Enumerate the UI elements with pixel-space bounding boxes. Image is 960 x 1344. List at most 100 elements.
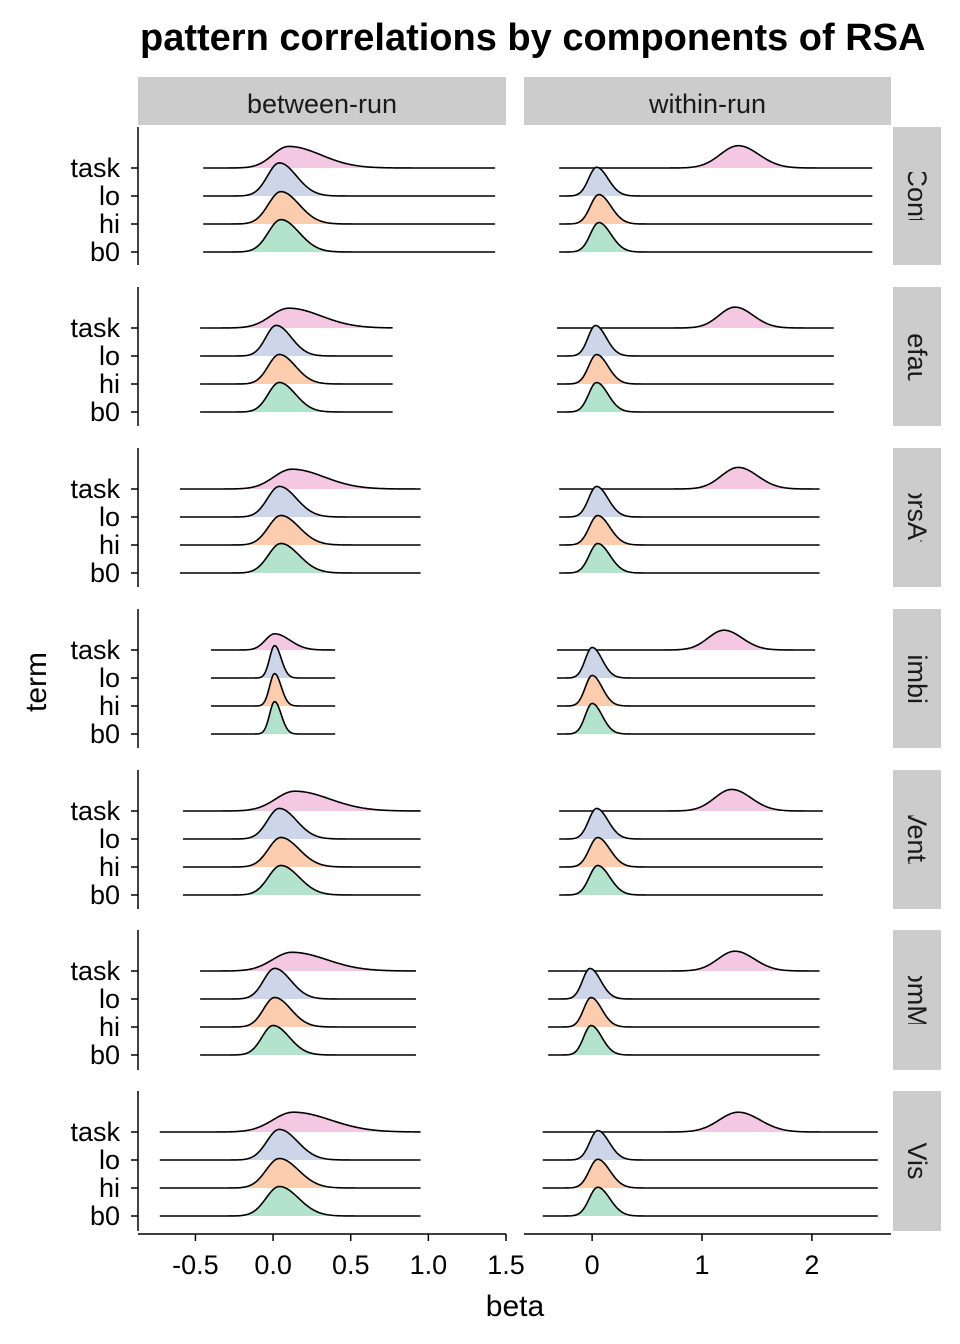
density-ridge-hi <box>210 672 336 707</box>
y-tick-label: hi <box>99 369 120 399</box>
density-ridge-task <box>210 633 336 651</box>
facet-panel-Limbic-within-run <box>556 629 816 735</box>
row-strip-background <box>893 770 941 909</box>
x-tick-label: 2 <box>804 1250 819 1280</box>
density-ridge-hi <box>183 836 421 868</box>
density-fill-b0 <box>574 222 634 252</box>
y-tick-label: b0 <box>90 1040 120 1070</box>
density-fill-hi <box>573 515 633 545</box>
y-tick-label: b0 <box>90 719 120 749</box>
density-fill-b0 <box>241 1025 319 1055</box>
y-tick-label: hi <box>99 530 120 560</box>
density-ridge-hi <box>200 353 393 385</box>
density-ridge-lo <box>159 1128 421 1161</box>
density-fill-b0 <box>574 382 630 412</box>
density-fill-hi <box>570 997 622 1027</box>
density-ridge-b0 <box>200 1024 416 1056</box>
density-ridge-hi <box>556 353 834 385</box>
row-strip-DorsAttn: DorsAttn <box>893 448 941 587</box>
density-ridge-b0 <box>159 1185 421 1217</box>
density-ridge-task <box>556 306 834 329</box>
density-ridge-hi <box>559 836 823 868</box>
density-fill-task <box>242 791 391 811</box>
density-ridge-lo <box>556 646 816 679</box>
density-ridge-lo <box>542 1129 878 1161</box>
y-tick-label: task <box>70 1117 120 1147</box>
density-fill-hi <box>245 837 333 867</box>
density-ridge-lo <box>183 807 421 840</box>
density-fill-task <box>688 145 795 168</box>
density-ridge-lo <box>200 967 416 1000</box>
y-tick-label: b0 <box>90 880 120 910</box>
y-tick-label: task <box>70 153 120 183</box>
x-tick-label: 1 <box>694 1250 709 1280</box>
y-tick-label: b0 <box>90 1201 120 1231</box>
row-strip-SomMot: SomMot <box>893 930 941 1070</box>
density-ridge-hi <box>542 1158 878 1189</box>
density-fill-task <box>687 1112 799 1132</box>
density-fill-hi <box>574 354 630 384</box>
y-tick-label: hi <box>99 852 120 882</box>
row-strip-SalVentAttn: SalVentAttn <box>893 770 941 909</box>
density-ridge-lo <box>203 162 496 197</box>
density-fill-hi <box>243 997 322 1027</box>
density-fill-hi <box>244 515 334 545</box>
density-ridge-lo <box>559 166 873 197</box>
y-tick-label: lo <box>99 181 120 211</box>
density-ridge-task <box>203 145 496 169</box>
y-tick-label: lo <box>99 824 120 854</box>
x-tick-label: 0.5 <box>332 1250 370 1280</box>
y-tick-label: task <box>70 635 120 665</box>
y-tick-label: hi <box>99 691 120 721</box>
column-strip-label: between-run <box>247 89 397 119</box>
density-fill-hi <box>574 1159 633 1188</box>
density-ridge-task <box>200 307 393 329</box>
density-fill-lo <box>243 968 322 999</box>
facet-panel-Cont-between-run <box>203 145 496 253</box>
density-ridge-hi <box>159 1157 421 1189</box>
facet-panel-SalVentAttn-between-run <box>183 790 421 896</box>
density-fill-hi <box>574 837 632 867</box>
y-tick-label: b0 <box>90 397 120 427</box>
row-strip-background <box>893 1091 941 1231</box>
density-fill-b0 <box>245 865 333 895</box>
row-strip-label: DorsAttn <box>902 465 932 570</box>
density-ridge-task <box>183 790 421 812</box>
density-ridge-hi <box>203 190 496 225</box>
density-ridge-b0 <box>542 1186 878 1217</box>
density-ridge-b0 <box>559 221 873 253</box>
density-fill-task <box>688 951 788 971</box>
density-fill-task <box>691 307 786 328</box>
row-strip-label: Vis <box>902 1142 932 1179</box>
density-ridge-b0 <box>200 381 393 413</box>
density-fill-b0 <box>244 543 334 573</box>
x-tick-label: 0 <box>585 1250 600 1280</box>
density-ridge-lo <box>200 324 393 357</box>
density-ridge-hi <box>179 514 421 546</box>
y-tick-label: b0 <box>90 237 120 267</box>
density-ridge-task <box>559 144 873 169</box>
row-strip-Limbic: Limbic <box>893 609 941 748</box>
chart-layer: between-run within-run Cont Default DorsAttn… <box>70 77 941 1280</box>
density-fill-lo <box>245 808 329 839</box>
density-ridge-b0 <box>183 864 421 896</box>
density-ridge-task <box>559 788 823 812</box>
x-tick-label: 1.5 <box>487 1250 525 1280</box>
row-strip-label: SomMot <box>902 950 932 1051</box>
y-tick-label: lo <box>99 341 120 371</box>
density-fill-lo <box>574 325 627 356</box>
facet-panel-SomMot-within-run <box>548 950 820 1056</box>
y-tick-label: task <box>70 796 120 826</box>
density-fill-task <box>684 789 785 811</box>
y-tick-label: task <box>70 313 120 343</box>
row-strip-Default: Default <box>893 287 941 426</box>
density-fill-lo <box>568 968 622 999</box>
density-ridge-b0 <box>548 1024 820 1056</box>
facet-panel-Default-between-run <box>200 307 393 413</box>
row-strip-background <box>893 448 941 587</box>
facet-panel-Cont-within-run <box>559 144 873 253</box>
density-ridge-hi <box>556 674 816 707</box>
density-ridge-task <box>179 468 421 490</box>
density-ridge-hi <box>548 996 820 1028</box>
density-fill-b0 <box>574 1187 633 1216</box>
